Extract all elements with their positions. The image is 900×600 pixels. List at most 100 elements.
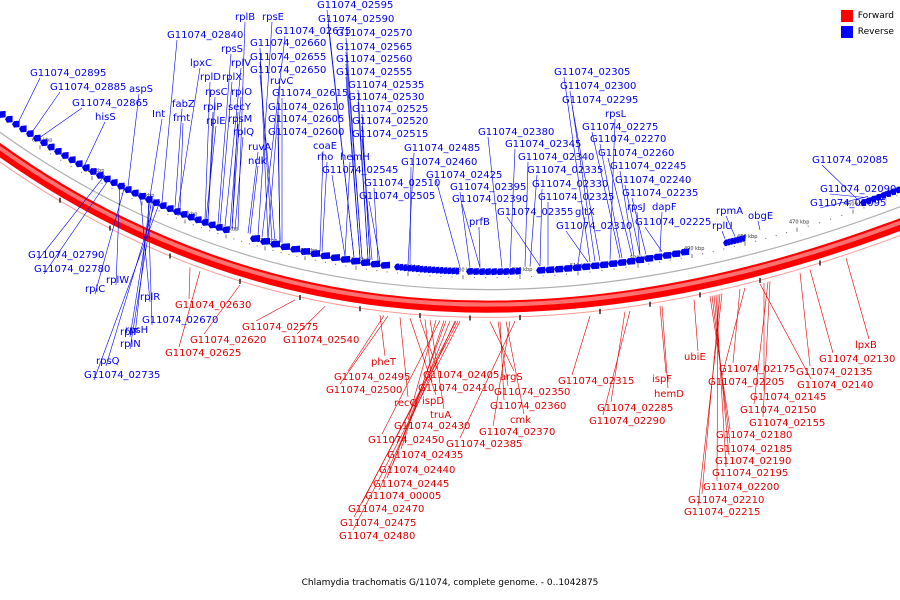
- reverse-leader-line: [599, 143, 623, 259]
- reverse-gene-label: G11074_02460: [401, 157, 477, 168]
- reverse-leader-line: [31, 91, 61, 133]
- legend-label-reverse: Reverse: [857, 27, 894, 37]
- reverse-gene-label: rpsC: [205, 87, 228, 98]
- reverse-gene-arrow: [502, 267, 509, 275]
- forward-gene-label: G11074_02435: [387, 450, 463, 461]
- forward-gene-label: G11074_02290: [589, 416, 665, 427]
- reverse-gene-arrow: [398, 263, 404, 271]
- reverse-gene-label: rpsL: [605, 109, 627, 120]
- forward-gene-label: G11074_02440: [379, 465, 455, 476]
- reverse-gene-arrow: [124, 186, 132, 194]
- reverse-gene-arrow: [446, 267, 452, 275]
- scale-dot: [786, 232, 788, 234]
- reverse-gene-arrow: [870, 195, 876, 203]
- forward-leader-line: [497, 321, 509, 387]
- forward-leader-line: [459, 321, 516, 439]
- reverse-gene-label: G11074_02570: [336, 28, 412, 39]
- forward-gene-label: G11074_02140: [797, 380, 873, 391]
- reverse-gene-arrow: [875, 193, 881, 201]
- reverse-gene-arrow: [370, 260, 380, 268]
- reverse-gene-arrow: [250, 235, 260, 243]
- forward-gene-label: G11074_02185: [716, 444, 792, 455]
- reverse-gene-label: G11074_02505: [359, 191, 435, 202]
- reverse-gene-arrow: [653, 253, 663, 261]
- reverse-leader-line: [345, 76, 361, 259]
- reverse-gene-arrow: [138, 192, 146, 200]
- scale-dot: [712, 250, 714, 253]
- forward-gene-label: G11074_02450: [368, 435, 444, 446]
- reverse-gene-label: G11074_02605: [268, 114, 344, 125]
- scale-dot: [192, 224, 194, 226]
- reverse-gene-label: rho: [317, 152, 333, 163]
- reverse-gene-arrow: [581, 263, 591, 271]
- reverse-gene-arrow: [187, 213, 195, 221]
- reverse-gene-arrow: [12, 120, 20, 128]
- reverse-gene-arrow: [145, 195, 153, 203]
- scale-dot: [451, 276, 453, 278]
- forward-gene-label: G11074_02575: [242, 322, 318, 333]
- scale-dot: [335, 263, 337, 265]
- reverse-gene-arrow: [422, 265, 428, 273]
- forward-gene-label: lpxB: [855, 340, 877, 351]
- scale-dot: [625, 266, 627, 269]
- forward-gene-label: pheT: [371, 357, 397, 368]
- reverse-gene-label: lpxC: [190, 58, 212, 69]
- reverse-gene-label: rplP: [203, 102, 222, 113]
- reverse-gene-label: G11074_02380: [478, 127, 554, 138]
- forward-leader-line: [505, 321, 525, 415]
- reverse-gene-label: fmt: [173, 113, 190, 124]
- scale-dot: [473, 276, 475, 279]
- reverse-gene-arrow: [478, 268, 485, 276]
- reverse-gene-label: G11074_02395: [450, 182, 526, 193]
- reverse-gene-arrow: [608, 260, 618, 268]
- scale-dot: [280, 251, 282, 254]
- legend-label-forward: Forward: [857, 11, 894, 21]
- reverse-gene-arrow: [496, 268, 503, 276]
- scale-dot: [440, 275, 442, 278]
- reverse-leader-line: [219, 81, 233, 225]
- scale-dot: [296, 255, 298, 257]
- forward-leader-line: [296, 306, 326, 335]
- forward-leader-line: [499, 321, 505, 401]
- reverse-gene-arrow: [194, 216, 202, 224]
- scale-dot: [601, 270, 603, 272]
- reverse-gene-label: rplX: [222, 72, 242, 83]
- reverse-leader-line: [539, 188, 543, 267]
- reverse-gene-arrow: [514, 267, 521, 275]
- reverse-gene-arrow: [442, 267, 448, 275]
- reverse-gene-label: rplR: [140, 292, 160, 303]
- reverse-gene-arrow: [880, 191, 886, 199]
- reverse-leader-line: [319, 150, 324, 252]
- scale-dot: [496, 276, 498, 279]
- reverse-gene-arrow: [110, 179, 118, 187]
- forward-gene-label: argS: [500, 372, 523, 383]
- forward-leader-line: [339, 315, 389, 385]
- reverse-gene-label: G11074_02660: [250, 38, 326, 49]
- scale-dot: [542, 275, 544, 277]
- reverse-gene-label: G11074_02545: [322, 165, 398, 176]
- reverse-leader-line: [259, 74, 276, 241]
- reverse-gene-arrow: [738, 235, 743, 243]
- reverse-leader-line: [609, 118, 616, 260]
- reverse-gene-arrow: [729, 237, 734, 245]
- scale-dot: [723, 248, 725, 250]
- reverse-leader-line: [619, 170, 635, 257]
- reverse-gene-arrow: [330, 254, 340, 262]
- scale-dot: [589, 271, 591, 273]
- forward-gene-label: G11074_02210: [688, 495, 764, 506]
- forward-gene-label: ispF: [652, 374, 672, 385]
- forward-gene-label: G11074_02625: [165, 348, 241, 359]
- reverse-gene-arrow: [208, 221, 216, 229]
- scale-dot: [863, 207, 865, 209]
- scale-dot: [818, 222, 821, 224]
- forward-leader-line: [353, 321, 459, 518]
- reverse-gene-label: G11074_02560: [336, 54, 412, 65]
- forward-gene-label: G11074_02405: [423, 370, 499, 381]
- reverse-gene-arrow: [414, 265, 420, 273]
- reverse-gene-arrow: [662, 251, 672, 259]
- reverse-leader-line: [37, 174, 106, 261]
- reverse-leader-line: [757, 220, 761, 231]
- forward-gene-label: G11074_02315: [558, 376, 634, 387]
- reverse-leader-line: [487, 136, 503, 268]
- reverse-gene-arrow: [860, 199, 866, 207]
